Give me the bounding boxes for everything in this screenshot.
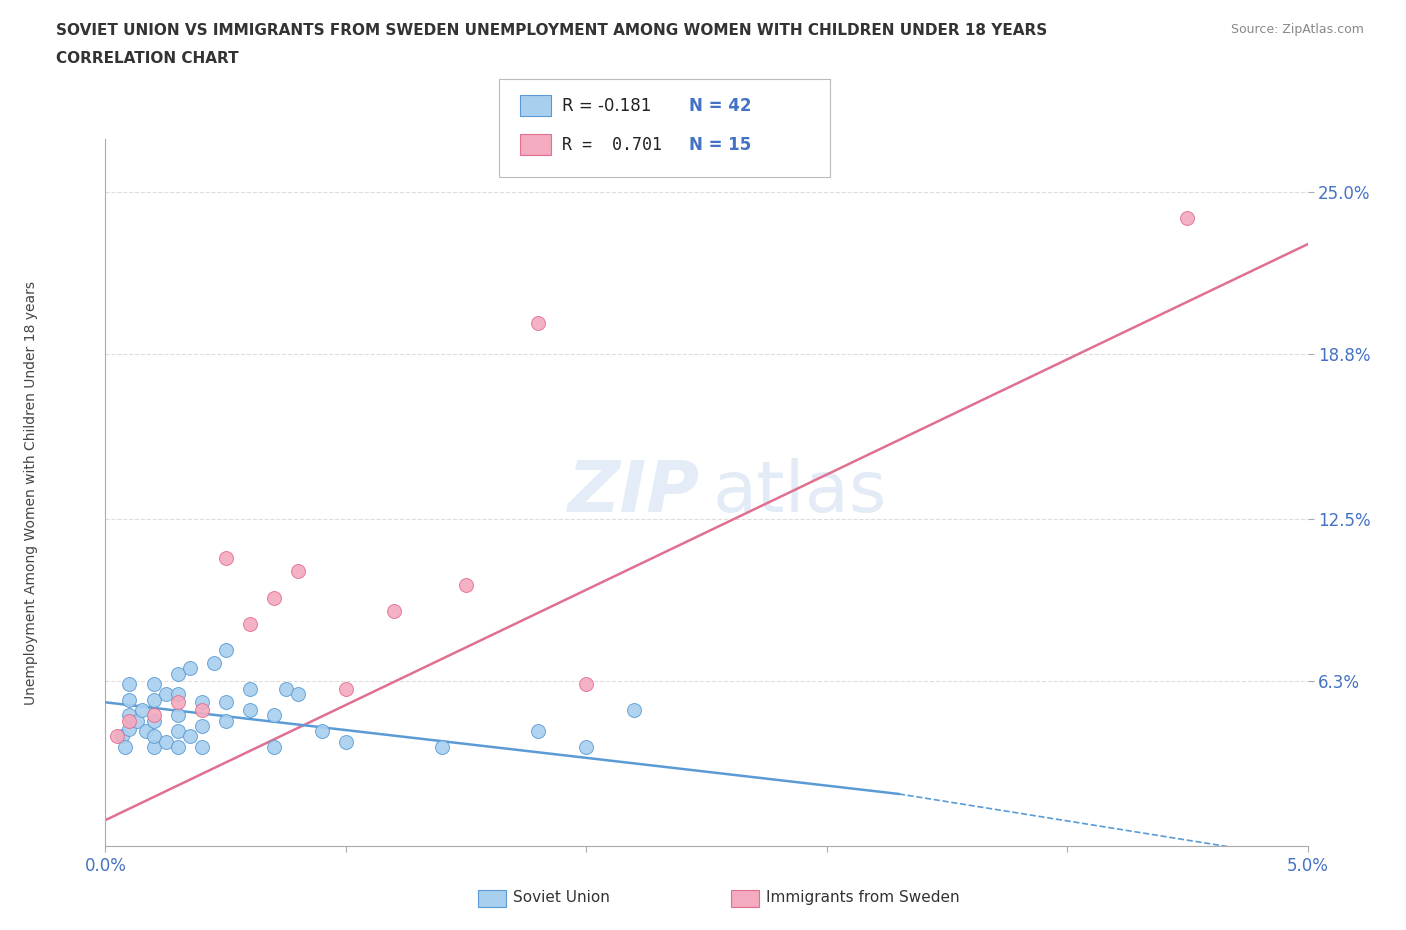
Point bbox=[135, 724, 157, 738]
Text: SOVIET UNION VS IMMIGRANTS FROM SWEDEN UNEMPLOYMENT AMONG WOMEN WITH CHILDREN UN: SOVIET UNION VS IMMIGRANTS FROM SWEDEN U… bbox=[56, 23, 1047, 38]
Point bbox=[118, 708, 141, 723]
Point bbox=[263, 739, 285, 754]
Point bbox=[214, 551, 236, 565]
Point bbox=[131, 703, 153, 718]
Point bbox=[155, 687, 177, 702]
Point bbox=[190, 695, 212, 710]
Point bbox=[311, 724, 333, 738]
Point bbox=[575, 739, 598, 754]
Point bbox=[166, 724, 188, 738]
Text: Soviet Union: Soviet Union bbox=[513, 890, 610, 905]
Point bbox=[190, 739, 212, 754]
Point bbox=[118, 692, 141, 707]
Point bbox=[166, 739, 188, 754]
Point bbox=[125, 713, 148, 728]
Point bbox=[527, 315, 550, 330]
Point bbox=[179, 661, 201, 676]
Point bbox=[118, 676, 141, 691]
Point bbox=[214, 713, 236, 728]
Text: N = 15: N = 15 bbox=[689, 136, 751, 153]
Text: Immigrants from Sweden: Immigrants from Sweden bbox=[766, 890, 960, 905]
Text: CORRELATION CHART: CORRELATION CHART bbox=[56, 51, 239, 66]
Point bbox=[114, 739, 136, 754]
Point bbox=[263, 708, 285, 723]
Text: N = 42: N = 42 bbox=[689, 97, 751, 114]
Point bbox=[166, 666, 188, 681]
Point bbox=[527, 724, 550, 738]
Point bbox=[107, 729, 129, 744]
Point bbox=[155, 734, 177, 749]
Text: ZIP: ZIP bbox=[568, 458, 700, 527]
Point bbox=[430, 739, 453, 754]
Point bbox=[202, 656, 225, 671]
Point bbox=[179, 729, 201, 744]
Point bbox=[287, 564, 309, 578]
Point bbox=[274, 682, 297, 697]
Text: atlas: atlas bbox=[713, 458, 887, 527]
Point bbox=[118, 713, 141, 728]
Point bbox=[239, 617, 262, 631]
Text: R =  0.701: R = 0.701 bbox=[562, 136, 662, 153]
Point bbox=[623, 703, 645, 718]
Point bbox=[239, 682, 262, 697]
Point bbox=[335, 682, 357, 697]
Point bbox=[214, 695, 236, 710]
Point bbox=[287, 687, 309, 702]
Point bbox=[166, 695, 188, 710]
Point bbox=[190, 719, 212, 734]
Point bbox=[454, 578, 477, 592]
Text: Source: ZipAtlas.com: Source: ZipAtlas.com bbox=[1230, 23, 1364, 36]
Point bbox=[166, 687, 188, 702]
Point bbox=[142, 713, 165, 728]
Point bbox=[575, 676, 598, 691]
Point bbox=[111, 729, 134, 744]
Point bbox=[118, 721, 141, 736]
Point bbox=[190, 703, 212, 718]
Point bbox=[382, 604, 405, 618]
Point bbox=[263, 591, 285, 605]
Point bbox=[239, 703, 262, 718]
Text: R = -0.181: R = -0.181 bbox=[562, 97, 652, 114]
Point bbox=[335, 734, 357, 749]
Point bbox=[142, 729, 165, 744]
Point bbox=[142, 676, 165, 691]
Text: Unemployment Among Women with Children Under 18 years: Unemployment Among Women with Children U… bbox=[24, 281, 38, 705]
Point bbox=[142, 692, 165, 707]
Point bbox=[214, 643, 236, 658]
Point bbox=[166, 708, 188, 723]
Point bbox=[142, 708, 165, 723]
Point bbox=[142, 739, 165, 754]
Point bbox=[1175, 210, 1198, 225]
